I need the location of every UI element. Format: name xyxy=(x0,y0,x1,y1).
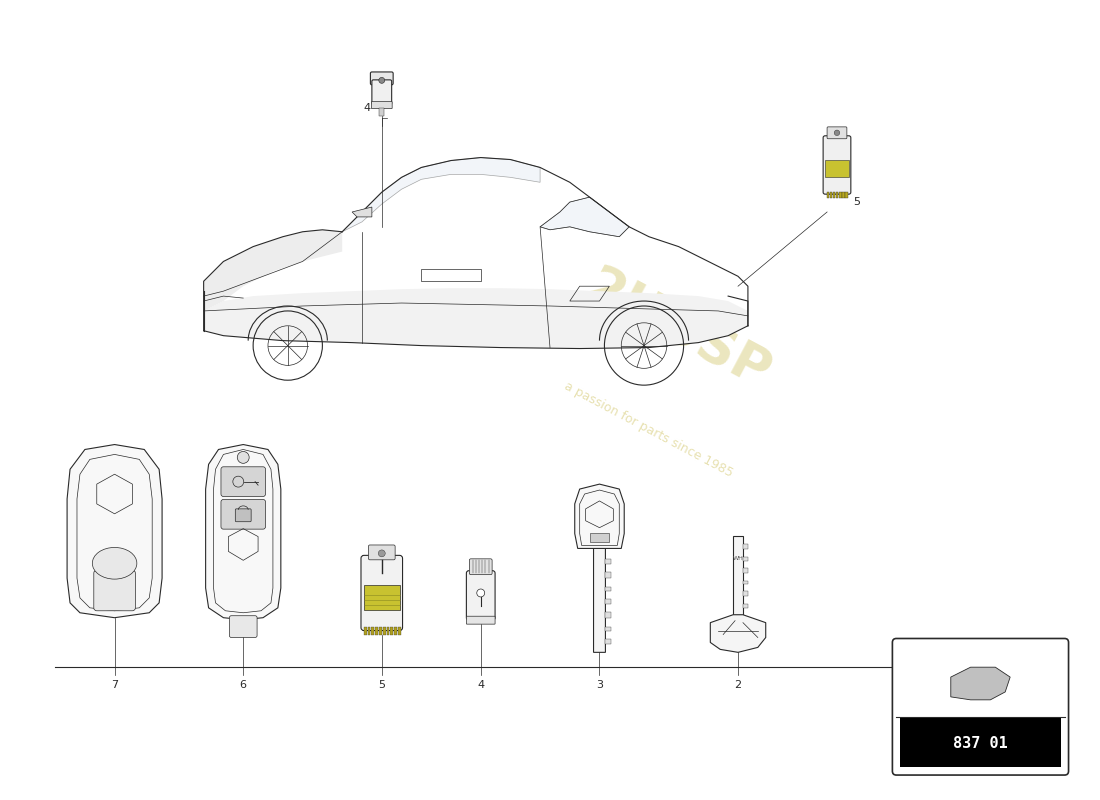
Bar xyxy=(830,192,833,198)
Bar xyxy=(836,192,838,198)
Polygon shape xyxy=(711,614,766,652)
Text: 1: 1 xyxy=(906,662,913,672)
Bar xyxy=(379,627,382,634)
Text: a passion for parts since 1985: a passion for parts since 1985 xyxy=(562,379,736,480)
Text: 2: 2 xyxy=(735,680,741,690)
Bar xyxy=(390,627,393,634)
FancyBboxPatch shape xyxy=(230,616,257,638)
FancyBboxPatch shape xyxy=(221,466,265,497)
Text: 7: 7 xyxy=(111,680,118,690)
Circle shape xyxy=(476,589,485,597)
FancyBboxPatch shape xyxy=(827,127,847,138)
Bar xyxy=(367,627,371,634)
FancyBboxPatch shape xyxy=(466,616,495,624)
Bar xyxy=(833,192,835,198)
Polygon shape xyxy=(204,288,748,349)
FancyBboxPatch shape xyxy=(466,570,495,620)
Polygon shape xyxy=(204,230,342,311)
Circle shape xyxy=(378,78,385,83)
Bar xyxy=(383,627,385,634)
Bar xyxy=(900,718,1060,767)
Polygon shape xyxy=(342,158,540,232)
Bar xyxy=(605,587,610,591)
Bar xyxy=(605,572,610,578)
Bar xyxy=(605,639,610,645)
Polygon shape xyxy=(206,445,280,620)
Polygon shape xyxy=(67,445,162,618)
Text: 2UOSP: 2UOSP xyxy=(578,261,780,401)
Bar xyxy=(742,590,748,596)
Bar xyxy=(605,559,610,564)
Bar xyxy=(742,604,748,608)
Text: 4: 4 xyxy=(477,680,484,690)
FancyBboxPatch shape xyxy=(94,570,135,610)
Circle shape xyxy=(378,550,385,557)
Bar xyxy=(590,533,609,542)
Polygon shape xyxy=(540,197,629,237)
FancyBboxPatch shape xyxy=(221,499,265,529)
Bar xyxy=(605,627,610,631)
Circle shape xyxy=(834,130,839,135)
Polygon shape xyxy=(574,484,624,549)
Bar xyxy=(375,627,378,634)
FancyBboxPatch shape xyxy=(235,509,251,522)
Bar xyxy=(742,581,748,585)
Bar xyxy=(364,627,366,634)
Text: 3: 3 xyxy=(596,680,603,690)
Bar xyxy=(421,270,481,282)
Polygon shape xyxy=(594,542,605,652)
Bar xyxy=(742,544,748,550)
Bar xyxy=(742,568,748,573)
Bar xyxy=(733,535,742,614)
Polygon shape xyxy=(950,667,1010,700)
Text: 4: 4 xyxy=(363,103,371,113)
Bar xyxy=(605,612,610,618)
FancyBboxPatch shape xyxy=(892,638,1068,775)
FancyBboxPatch shape xyxy=(372,80,392,105)
FancyBboxPatch shape xyxy=(361,555,403,630)
Text: 6: 6 xyxy=(240,680,246,690)
Bar xyxy=(825,159,849,178)
Text: WH: WH xyxy=(733,556,744,561)
FancyBboxPatch shape xyxy=(371,72,393,85)
Text: 837 01: 837 01 xyxy=(953,736,1008,751)
Bar xyxy=(379,107,384,116)
Text: 5: 5 xyxy=(854,197,860,207)
Bar xyxy=(386,627,389,634)
Bar xyxy=(364,585,399,610)
Bar xyxy=(846,192,848,198)
FancyBboxPatch shape xyxy=(368,545,395,560)
FancyBboxPatch shape xyxy=(470,559,492,574)
Bar xyxy=(605,599,610,604)
FancyBboxPatch shape xyxy=(372,102,393,109)
Bar xyxy=(843,192,845,198)
Bar xyxy=(742,557,748,561)
Bar xyxy=(839,192,842,198)
Ellipse shape xyxy=(92,547,136,579)
Bar xyxy=(827,192,829,198)
Circle shape xyxy=(238,451,250,463)
Bar xyxy=(372,627,374,634)
FancyBboxPatch shape xyxy=(823,136,850,194)
Text: 5: 5 xyxy=(378,680,385,690)
Bar xyxy=(398,627,400,634)
Polygon shape xyxy=(352,207,372,217)
Bar xyxy=(394,627,397,634)
